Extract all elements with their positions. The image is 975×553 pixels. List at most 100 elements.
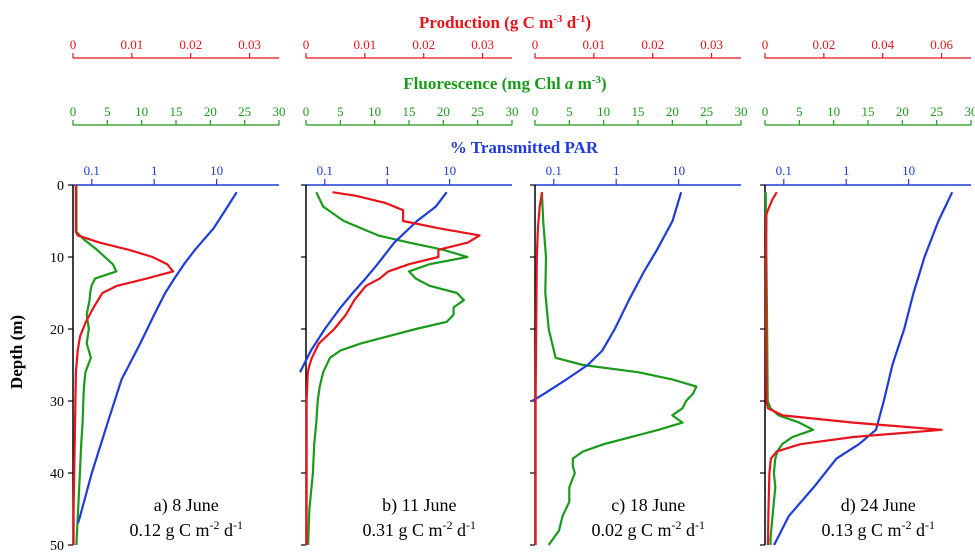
- fluorescence-tick-label: 0: [532, 104, 539, 119]
- par-tick-label: 1: [151, 163, 158, 178]
- panel-subtitle-part: -2: [672, 518, 682, 532]
- production-tick-label: 0: [70, 37, 77, 52]
- fluorescence-tick-label: 5: [566, 104, 573, 119]
- fluorescence-tick-label: 0: [762, 104, 769, 119]
- depth-tick-label: 10: [50, 251, 64, 266]
- fluorescence-tick-label: 20: [437, 104, 450, 119]
- production-tick-label: 0.03: [471, 37, 494, 52]
- panel-2: 0 0.01 0.02 0.03 0 5 10 15 20 25 30 0.1 1 10 b) 11 Jun…: [299, 37, 519, 546]
- panel-subtitle: 0.13 g C m-2 d-1: [822, 518, 936, 540]
- production-line: [534, 192, 544, 545]
- production-tick-label: 0.04: [871, 37, 894, 52]
- production-tick-label: 0: [303, 37, 310, 52]
- fluorescence-tick-label: 30: [506, 104, 519, 119]
- par-tick-label: 0.1: [776, 163, 792, 178]
- panel-subtitle: 0.31 g C m-2 d-1: [363, 518, 477, 540]
- par-line: [531, 191, 683, 402]
- panel-subtitle-part: 0.02 g C m: [592, 520, 672, 540]
- par-axis-title: % Transmitted PAR: [450, 138, 599, 157]
- production-tick-label: 0: [532, 37, 539, 52]
- panel-subtitle-part: 0.12 g C m: [130, 520, 210, 540]
- fluorescence-tick-label: 15: [862, 104, 875, 119]
- production-tick-label: 0.02: [179, 37, 202, 52]
- panel-title: d) 24 June: [841, 495, 916, 516]
- panel-3: 0 0.01 0.02 0.03 0 5 10 15 20 25 30 0.1 1 10 c) 18 Jun…: [530, 37, 748, 546]
- production-tick-label: 0.02: [641, 37, 664, 52]
- fluorescence-tick-label: 30: [273, 104, 286, 119]
- fluorescence-tick-label: 25: [930, 104, 943, 119]
- par-tick-label: 10: [672, 163, 685, 178]
- par-tick-label: 1: [613, 163, 620, 178]
- depth-axis-label: Depth (m): [7, 315, 26, 389]
- panel-subtitle-part: -1: [466, 518, 476, 532]
- fluorescence-tick-label: 30: [965, 104, 975, 119]
- production-tick-label: 0.01: [120, 37, 143, 52]
- panel-1: 0 0.01 0.02 0.03 0 5 10 15 20 25 30 0.1 1 10 0 10 20 30 40…: [50, 37, 286, 553]
- production-axis-title: Production (g C m-3 d-1): [419, 13, 591, 32]
- fluorescence-tick-label: 0: [70, 104, 77, 119]
- fluorescence-tick-label: 20: [666, 104, 679, 119]
- par-tick-label: 10: [443, 163, 456, 178]
- fluorescence-tick-label: 15: [632, 104, 645, 119]
- production-tick-label: 0.03: [238, 37, 261, 52]
- panel-subtitle-part: 0.13 g C m: [822, 520, 902, 540]
- production-tick-label: 0: [762, 37, 769, 52]
- panel-title: b) 11 June: [382, 495, 456, 516]
- fluorescence-tick-label: 25: [238, 104, 251, 119]
- panel-subtitle: 0.12 g C m-2 d-1: [130, 518, 244, 540]
- production-tick-label: 0.01: [353, 37, 376, 52]
- par-line: [773, 191, 954, 546]
- production-line: [764, 191, 943, 546]
- panel-4: 0 0.02 0.04 0.06 0 5 10 15 20 25 30 0.1 1 10 d) 24 Jun…: [760, 37, 975, 546]
- fluorescence-line: [75, 185, 118, 546]
- fluorescence-tick-label: 15: [403, 104, 416, 119]
- panel-subtitle-part: d: [912, 520, 926, 540]
- fluorescence-tick-label: 0: [303, 104, 310, 119]
- fluorescence-tick-label: 5: [796, 104, 803, 119]
- production-tick-label: 0.01: [582, 37, 605, 52]
- panel-subtitle-part: -2: [210, 518, 220, 532]
- production-tick-label: 0.03: [700, 37, 723, 52]
- fluorescence-tick-label: 25: [700, 104, 713, 119]
- par-tick-label: 10: [902, 163, 915, 178]
- production-tick-label: 0.02: [812, 37, 835, 52]
- fluorescence-tick-label: 20: [896, 104, 909, 119]
- par-line: [299, 191, 448, 373]
- fluorescence-tick-label: 20: [204, 104, 217, 119]
- fluorescence-tick-label: 25: [471, 104, 484, 119]
- panel-subtitle-part: -2: [443, 518, 453, 532]
- par-tick-label: 1: [384, 163, 391, 178]
- fluorescence-tick-label: 10: [135, 104, 148, 119]
- panel-subtitle: 0.02 g C m-2 d-1: [592, 518, 706, 540]
- panel-subtitle-part: -1: [925, 518, 935, 532]
- panel-title: c) 18 June: [611, 495, 685, 516]
- panel-subtitle-part: -1: [233, 518, 243, 532]
- panel-subtitle-part: 0.31 g C m: [363, 520, 443, 540]
- fluorescence-tick-label: 5: [337, 104, 344, 119]
- depth-tick-label: 20: [50, 323, 64, 338]
- fluorescence-tick-label: 10: [368, 104, 381, 119]
- fluorescence-axis-title: Fluorescence (mg Chl a m-3): [403, 74, 606, 93]
- panel-subtitle-part: d: [682, 520, 696, 540]
- par-tick-label: 0.1: [317, 163, 333, 178]
- par-line: [76, 191, 238, 524]
- fluorescence-tick-label: 15: [170, 104, 183, 119]
- panel-subtitle-part: d: [220, 520, 234, 540]
- panel-subtitle-part: -2: [902, 518, 912, 532]
- production-line: [72, 185, 175, 545]
- depth-tick-label: 40: [50, 467, 64, 482]
- fluorescence-tick-label: 10: [597, 104, 610, 119]
- depth-tick-label: 0: [57, 179, 64, 194]
- panel-subtitle-part: -1: [695, 518, 705, 532]
- panel-subtitle-part: d: [453, 520, 467, 540]
- production-tick-label: 0.06: [930, 37, 953, 52]
- fluorescence-line: [540, 192, 698, 546]
- par-tick-label: 1: [843, 163, 850, 178]
- fluorescence-tick-label: 5: [104, 104, 111, 119]
- par-tick-label: 0.1: [84, 163, 100, 178]
- fluorescence-line: [307, 191, 469, 546]
- par-tick-label: 0.1: [546, 163, 562, 178]
- par-tick-label: 10: [210, 163, 223, 178]
- production-tick-label: 0.02: [412, 37, 435, 52]
